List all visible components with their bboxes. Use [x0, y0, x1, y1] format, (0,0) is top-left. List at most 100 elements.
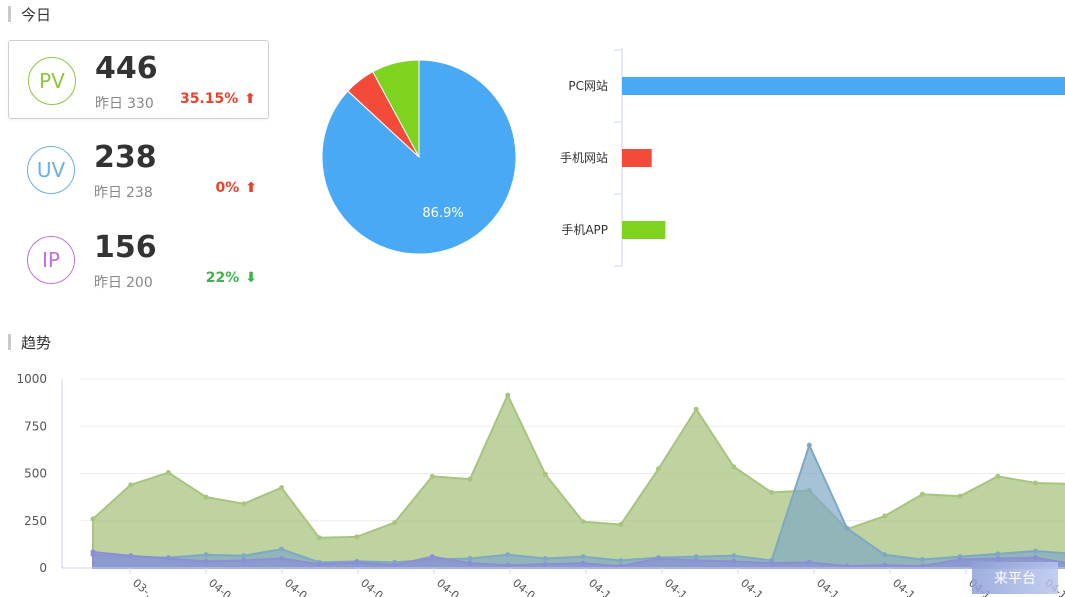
series-0-point: [769, 489, 775, 495]
x-tick-label: 03-…: [130, 576, 161, 597]
series-2-point: [882, 562, 888, 568]
series-1-point: [1033, 548, 1038, 554]
x-tick-label: 04-1…: [738, 576, 774, 597]
series-1-point: [618, 557, 624, 563]
series-0-point: [1033, 480, 1038, 486]
ip-change: 22% ⬇: [206, 270, 257, 286]
series-2-point: [354, 559, 360, 565]
y-tick-label: 0: [39, 561, 47, 575]
series-2-point: [769, 560, 775, 566]
series-2-point: [316, 561, 322, 567]
x-tick-label: 04-1…: [814, 576, 850, 597]
pie-slice: [321, 59, 517, 255]
series-0-point: [505, 392, 511, 398]
source-bar-chart[interactable]: PC网站手机网站手机APP: [540, 48, 1065, 268]
pv-yesterday-value: 330: [127, 96, 154, 112]
series-2-point: [128, 553, 134, 559]
bar-category-label: 手机网站: [560, 151, 608, 165]
series-2-point: [693, 557, 699, 563]
series-2-point: [165, 556, 171, 562]
series-2-point: [241, 557, 247, 563]
series-2-point: [957, 556, 963, 562]
series-1-point: [731, 553, 737, 559]
series-1-point: [693, 554, 699, 560]
stat-card-pv[interactable]: PV 446 昨日 330 35.15% ⬆: [8, 40, 269, 119]
ip-yesterday-label: 昨日: [94, 275, 122, 291]
bar-category-label: PC网站: [568, 79, 608, 93]
title-bar-accent: [8, 334, 11, 350]
series-0-point: [467, 476, 473, 482]
series-0-point: [429, 473, 435, 479]
series-0-point: [957, 493, 963, 499]
bar-2: [622, 221, 666, 239]
x-tick-label: 04-1…: [890, 576, 926, 597]
x-tick-label: 04-1…: [586, 576, 622, 597]
series-0-point: [542, 471, 548, 477]
series-2-point: [806, 559, 812, 565]
pv-change-value: 35.15%: [179, 91, 239, 107]
x-tick-label: 04-0…: [206, 576, 242, 597]
arrow-down-icon: ⬇: [245, 270, 257, 286]
series-0-point: [693, 406, 699, 412]
series-0-point: [354, 534, 360, 540]
series-1-point: [203, 552, 209, 558]
bar-category-label: 手机APP: [561, 223, 608, 237]
trend-area-chart[interactable]: 0 250 500 750 1000 03-… 04-0… 04-0… 04-0… 04-0… 04…: [0, 370, 1065, 597]
x-tick-label: 04-0…: [434, 576, 470, 597]
series-1-point: [505, 552, 511, 558]
title-bar-accent: [8, 6, 11, 22]
uv-value: 238: [94, 140, 157, 175]
series-2-point: [731, 558, 737, 564]
series-2-point: [995, 556, 1001, 562]
ip-yesterday-value: 200: [126, 275, 153, 291]
trend-section-title: 趋势: [8, 332, 51, 352]
pv-yesterday-label: 昨日: [95, 96, 123, 112]
x-tick-label: 04-1…: [662, 576, 698, 597]
series-0-point: [165, 470, 171, 476]
series-1-point: [580, 554, 586, 560]
ip-change-value: 22%: [205, 270, 240, 286]
series-0-point: [241, 501, 247, 507]
series-2-point: [844, 563, 850, 569]
trend-svg: 0 250 500 750 1000 03-… 04-0… 04-0… 04-0… 04-0… 04…: [16, 372, 1065, 597]
series-2-point: [656, 556, 661, 562]
series-1-point: [542, 556, 548, 562]
series-2-point: [392, 562, 398, 568]
x-tick-label: 04-0…: [358, 576, 394, 597]
series-0-point: [731, 464, 737, 470]
uv-change-value: 0%: [215, 180, 240, 196]
series-0-point: [580, 519, 586, 525]
series-2-point: [618, 563, 624, 569]
y-tick-label: 500: [24, 467, 47, 481]
series-0-point: [882, 513, 888, 519]
source-pie-chart[interactable]: 86.9%: [320, 58, 518, 256]
y-tick-label: 250: [24, 514, 47, 528]
area-series-0: [92, 392, 1065, 569]
series-0-point: [279, 485, 284, 491]
series-1-point: [882, 552, 888, 558]
series-2-point: [919, 563, 925, 569]
series-1-point: [279, 546, 284, 552]
y-tick-label: 750: [24, 419, 47, 433]
stat-card-ip[interactable]: IP 156 昨日 200 22% ⬇: [8, 220, 269, 299]
series-1-point: [995, 551, 1001, 557]
series-0-point: [392, 520, 398, 526]
pie-slice: [372, 59, 420, 158]
series-0-point: [919, 491, 925, 497]
series-2-point: [90, 549, 96, 555]
bar-1: [622, 149, 652, 167]
stat-card-uv[interactable]: UV 238 昨日 238 0% ⬆: [8, 130, 269, 209]
uv-yesterday-label: 昨日: [94, 185, 122, 201]
series-2-point: [542, 561, 548, 567]
series-1-point: [241, 553, 247, 559]
series-2-point: [429, 554, 435, 560]
uv-circle-icon: UV: [27, 146, 75, 194]
series-0-point: [203, 494, 209, 500]
series-0-point: [128, 482, 134, 488]
area-series-2: [92, 550, 1065, 569]
bar-0: [622, 77, 1065, 95]
ip-value: 156: [94, 230, 157, 265]
pv-change: 35.15% ⬆: [180, 91, 256, 107]
uv-change: 0% ⬆: [215, 180, 257, 196]
